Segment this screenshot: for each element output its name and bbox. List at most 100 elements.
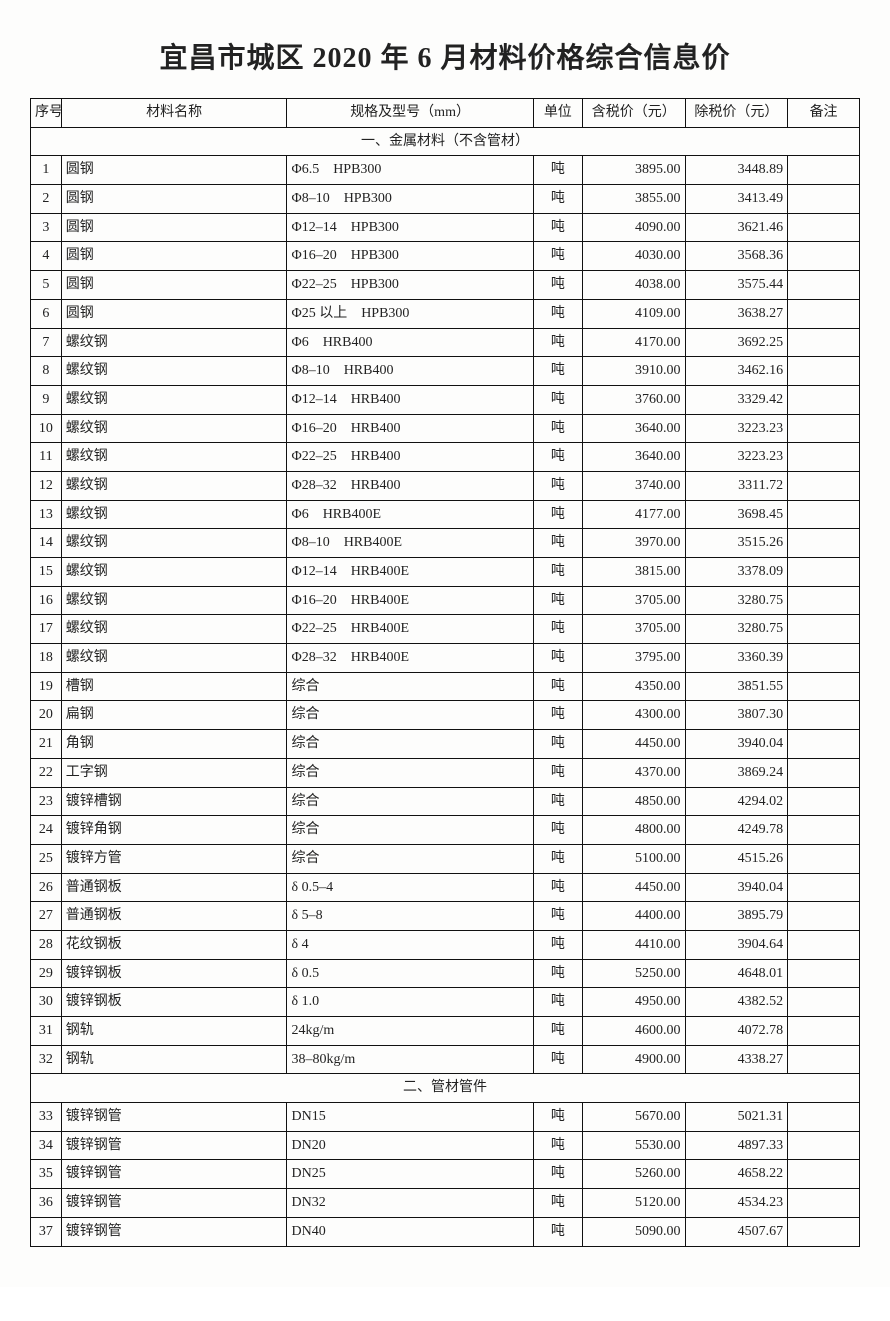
cell-rem (788, 1103, 860, 1132)
cell-name: 钢轨 (61, 1045, 287, 1074)
header-idx: 序号 (31, 99, 62, 128)
cell-notax: 3568.36 (685, 242, 788, 271)
table-row: 16螺纹钢Φ16–20 HRB400E吨3705.003280.75 (31, 586, 860, 615)
cell-notax: 4338.27 (685, 1045, 788, 1074)
cell-spec: Φ28–32 HRB400E (287, 644, 533, 673)
cell-notax: 4515.26 (685, 844, 788, 873)
table-row: 24镀锌角钢综合吨4800.004249.78 (31, 816, 860, 845)
cell-idx: 32 (31, 1045, 62, 1074)
table-row: 2圆钢Φ8–10 HPB300吨3855.003413.49 (31, 185, 860, 214)
cell-notax: 3223.23 (685, 414, 788, 443)
cell-spec: δ 0.5 (287, 959, 533, 988)
cell-unit: 吨 (533, 701, 582, 730)
cell-spec: DN40 (287, 1217, 533, 1246)
cell-unit: 吨 (533, 730, 582, 759)
cell-name: 扁钢 (61, 701, 287, 730)
cell-tax: 3705.00 (582, 586, 685, 615)
cell-spec: δ 4 (287, 930, 533, 959)
cell-tax: 5260.00 (582, 1160, 685, 1189)
cell-name: 螺纹钢 (61, 558, 287, 587)
header-name: 材料名称 (61, 99, 287, 128)
cell-spec: 综合 (287, 701, 533, 730)
cell-name: 螺纹钢 (61, 414, 287, 443)
cell-unit: 吨 (533, 930, 582, 959)
cell-notax: 3807.30 (685, 701, 788, 730)
cell-tax: 5250.00 (582, 959, 685, 988)
cell-idx: 2 (31, 185, 62, 214)
table-row: 27普通钢板δ 5–8吨4400.003895.79 (31, 902, 860, 931)
cell-unit: 吨 (533, 672, 582, 701)
cell-notax: 4897.33 (685, 1131, 788, 1160)
cell-unit: 吨 (533, 414, 582, 443)
cell-unit: 吨 (533, 242, 582, 271)
cell-spec: Φ12–14 HPB300 (287, 213, 533, 242)
section-heading: 一、金属材料（不含管材） (31, 127, 860, 156)
cell-rem (788, 271, 860, 300)
cell-tax: 4300.00 (582, 701, 685, 730)
table-row: 21角钢综合吨4450.003940.04 (31, 730, 860, 759)
table-row: 23镀锌槽钢综合吨4850.004294.02 (31, 787, 860, 816)
cell-rem (788, 156, 860, 185)
cell-unit: 吨 (533, 787, 582, 816)
cell-rem (788, 615, 860, 644)
cell-spec: Φ16–20 HRB400E (287, 586, 533, 615)
table-row: 8螺纹钢Φ8–10 HRB400吨3910.003462.16 (31, 357, 860, 386)
cell-idx: 5 (31, 271, 62, 300)
cell-name: 螺纹钢 (61, 615, 287, 644)
cell-spec: Φ22–25 HRB400 (287, 443, 533, 472)
cell-rem (788, 213, 860, 242)
cell-spec: 综合 (287, 730, 533, 759)
cell-spec: Φ8–10 HRB400 (287, 357, 533, 386)
cell-notax: 4534.23 (685, 1189, 788, 1218)
header-row: 序号 材料名称 规格及型号（mm） 单位 含税价（元） 除税价（元） 备注 (31, 99, 860, 128)
cell-rem (788, 644, 860, 673)
cell-unit: 吨 (533, 873, 582, 902)
cell-tax: 4370.00 (582, 758, 685, 787)
price-table: 序号 材料名称 规格及型号（mm） 单位 含税价（元） 除税价（元） 备注 一、… (30, 98, 860, 1247)
table-row: 37镀锌钢管DN40吨5090.004507.67 (31, 1217, 860, 1246)
cell-tax: 4030.00 (582, 242, 685, 271)
table-row: 35镀锌钢管DN25吨5260.004658.22 (31, 1160, 860, 1189)
cell-name: 镀锌方管 (61, 844, 287, 873)
cell-unit: 吨 (533, 844, 582, 873)
cell-name: 圆钢 (61, 299, 287, 328)
cell-notax: 3698.45 (685, 500, 788, 529)
cell-spec: Φ12–14 HRB400 (287, 385, 533, 414)
page-title: 宜昌市城区 2020 年 6 月材料价格综合信息价 (30, 36, 860, 76)
cell-notax: 4648.01 (685, 959, 788, 988)
cell-spec: Φ16–20 HRB400 (287, 414, 533, 443)
cell-notax: 4507.67 (685, 1217, 788, 1246)
cell-rem (788, 558, 860, 587)
cell-spec: δ 5–8 (287, 902, 533, 931)
cell-name: 镀锌钢管 (61, 1131, 287, 1160)
cell-name: 镀锌角钢 (61, 816, 287, 845)
cell-notax: 3223.23 (685, 443, 788, 472)
cell-idx: 18 (31, 644, 62, 673)
cell-spec: Φ22–25 HPB300 (287, 271, 533, 300)
cell-name: 镀锌钢板 (61, 988, 287, 1017)
cell-tax: 3895.00 (582, 156, 685, 185)
cell-notax: 3940.04 (685, 873, 788, 902)
cell-rem (788, 443, 860, 472)
cell-idx: 16 (31, 586, 62, 615)
cell-unit: 吨 (533, 385, 582, 414)
cell-unit: 吨 (533, 586, 582, 615)
cell-tax: 4038.00 (582, 271, 685, 300)
cell-notax: 4294.02 (685, 787, 788, 816)
cell-idx: 14 (31, 529, 62, 558)
cell-unit: 吨 (533, 1189, 582, 1218)
cell-unit: 吨 (533, 443, 582, 472)
table-row: 3圆钢Φ12–14 HPB300吨4090.003621.46 (31, 213, 860, 242)
cell-name: 螺纹钢 (61, 586, 287, 615)
table-row: 36镀锌钢管DN32吨5120.004534.23 (31, 1189, 860, 1218)
cell-spec: 38–80kg/m (287, 1045, 533, 1074)
cell-rem (788, 529, 860, 558)
price-table-body: 一、金属材料（不含管材）1圆钢Φ6.5 HPB300吨3895.003448.8… (31, 127, 860, 1246)
cell-rem (788, 701, 860, 730)
cell-spec: 综合 (287, 672, 533, 701)
cell-spec: 综合 (287, 816, 533, 845)
cell-notax: 4072.78 (685, 1017, 788, 1046)
table-row: 7螺纹钢Φ6 HRB400吨4170.003692.25 (31, 328, 860, 357)
cell-spec: Φ6 HRB400 (287, 328, 533, 357)
cell-rem (788, 185, 860, 214)
